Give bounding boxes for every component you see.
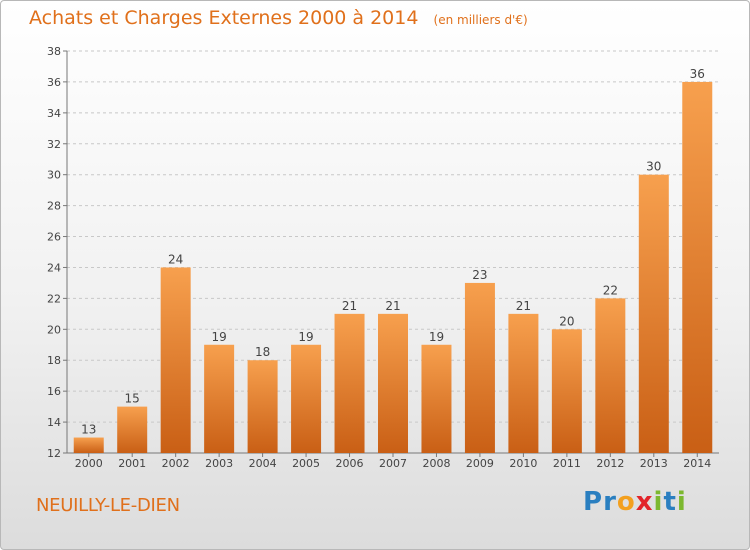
- bar: [204, 344, 235, 453]
- bar: [117, 406, 148, 453]
- bar: [247, 360, 278, 453]
- x-tick-label: 2009: [466, 457, 494, 470]
- value-label: 20: [559, 314, 574, 328]
- bar: [378, 313, 408, 453]
- y-tick-label: 26: [47, 231, 61, 244]
- value-label: 13: [81, 423, 96, 437]
- data-labels: 13 15 24 19 18 19 21 21 19 23 21 20 22 30 36: [81, 67, 705, 437]
- y-tick-label: 38: [47, 45, 61, 58]
- proxiti-logo: Proxiti: [583, 487, 687, 517]
- value-label: 36: [690, 67, 705, 81]
- bar: [595, 298, 626, 453]
- y-tick-label: 28: [47, 200, 61, 213]
- value-label: 19: [211, 330, 226, 344]
- value-label: 21: [385, 299, 400, 313]
- x-tick-label: 2012: [596, 457, 624, 470]
- y-tick-label: 18: [47, 354, 61, 367]
- value-label: 23: [472, 268, 487, 282]
- x-tick-label: 2002: [162, 457, 190, 470]
- y-tick-label: 36: [47, 76, 61, 89]
- chart-subtitle: (en milliers d'€): [433, 13, 528, 27]
- value-label: 18: [255, 345, 270, 359]
- bars: [73, 81, 713, 453]
- x-tick-label: 2005: [292, 457, 320, 470]
- bar: [638, 174, 669, 453]
- y-tick-label: 32: [47, 138, 61, 151]
- x-tick-label: 2014: [683, 457, 711, 470]
- x-tick-label: 2004: [249, 457, 277, 470]
- bar: [73, 437, 104, 453]
- chart-title: Achats et Charges Externes 2000 à 2014: [29, 7, 419, 29]
- y-tick-label: 30: [47, 169, 61, 182]
- y-tick-label: 14: [47, 416, 61, 429]
- y-tick-label: 24: [47, 261, 61, 274]
- x-tick-label: 2000: [75, 457, 103, 470]
- x-tick-label: 2011: [553, 457, 581, 470]
- bar: [334, 313, 365, 453]
- value-label: 21: [342, 299, 357, 313]
- bar: [682, 81, 713, 453]
- y-tick-label: 16: [47, 385, 61, 398]
- x-tick-label: 2008: [422, 457, 450, 470]
- x-tick-label: 2010: [509, 457, 537, 470]
- bar: [551, 329, 582, 453]
- y-tick-label: 34: [47, 107, 61, 120]
- y-tick-label: 12: [47, 447, 61, 460]
- x-tick-label: 2003: [205, 457, 233, 470]
- bar: [291, 344, 322, 453]
- x-tick-label: 2001: [118, 457, 146, 470]
- value-label: 30: [646, 160, 661, 174]
- value-label: 24: [168, 252, 183, 266]
- value-label: 22: [603, 283, 618, 297]
- bar: [421, 344, 452, 453]
- y-tick-label: 22: [47, 292, 61, 305]
- bar: [160, 267, 191, 453]
- x-tick-label: 2006: [336, 457, 364, 470]
- value-label: 21: [516, 299, 531, 313]
- y-tick-label: 20: [47, 323, 61, 336]
- value-label: 15: [125, 392, 140, 406]
- x-tick-label: 2007: [379, 457, 407, 470]
- bar: [464, 282, 495, 453]
- value-label: 19: [298, 330, 313, 344]
- bar: [508, 313, 539, 453]
- x-tick-label: 2013: [640, 457, 668, 470]
- value-label: 19: [429, 330, 444, 344]
- town-name: NEUILLY-LE-DIEN: [36, 495, 180, 516]
- title-row: Achats et Charges Externes 2000 à 2014 (…: [29, 7, 528, 29]
